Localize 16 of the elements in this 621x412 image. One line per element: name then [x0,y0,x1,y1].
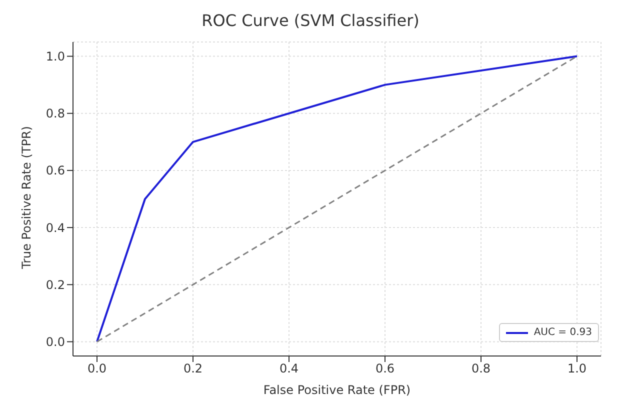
y-tick-label: 0.6 [46,164,65,178]
y-axis-title: True Positive Rate (TPR) [19,126,34,270]
x-tick-label: 0.4 [279,362,299,376]
y-tick-label: 0.2 [46,278,65,292]
y-tick-label: 0.0 [46,334,65,349]
x-tick-label: 1.0 [567,362,587,376]
x-tick-label: 0.6 [375,362,395,376]
legend-label: AUC = 0.93 [534,327,592,338]
y-tick-label: 0.4 [46,220,65,235]
y-tick-label: 1.0 [46,50,65,64]
chart-title: ROC Curve (SVM Classifier) [200,10,420,32]
x-tick-label: 0.0 [87,362,107,376]
x-tick-label: 0.2 [183,362,203,376]
x-tick-label: 0.8 [471,362,491,376]
y-tick-label: 0.8 [46,106,65,121]
x-axis-title: False Positive Rate (FPR) [263,383,411,397]
